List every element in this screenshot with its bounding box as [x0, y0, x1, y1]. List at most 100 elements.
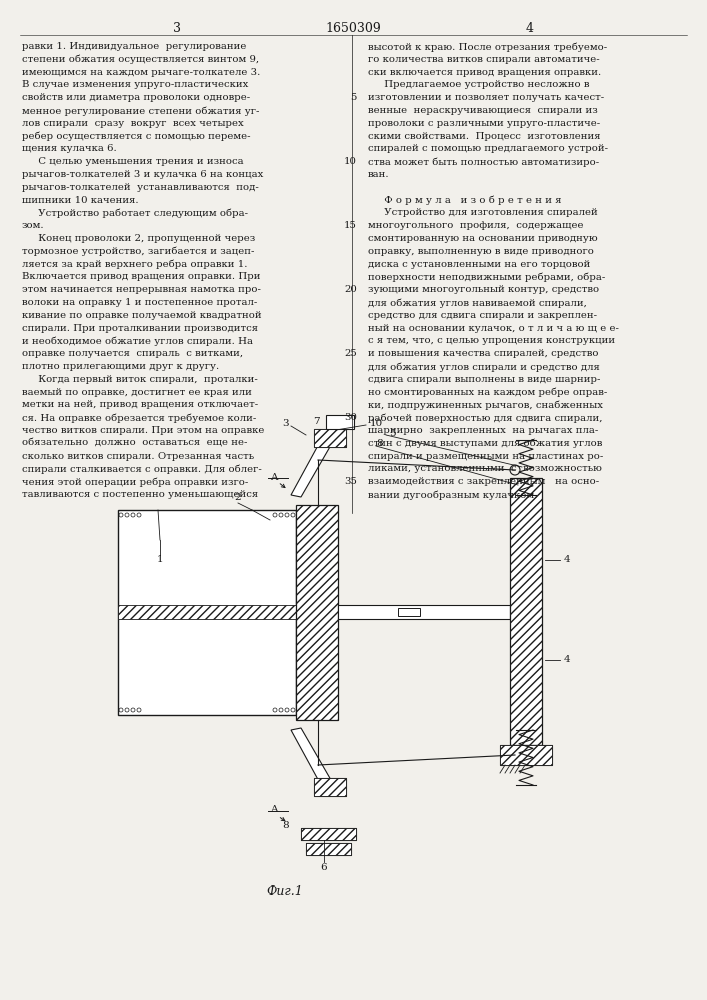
Text: менное регулирование степени обжатия уг-: менное регулирование степени обжатия уг- [22, 106, 259, 115]
Text: оправке получается  спираль  с витками,: оправке получается спираль с витками, [22, 349, 243, 358]
Bar [301, 828, 356, 840]
Bar [296, 505, 338, 720]
Bar [326, 415, 354, 429]
Text: и необходимое обжатие углов спирали. На: и необходимое обжатие углов спирали. На [22, 336, 253, 346]
Bar [314, 429, 346, 447]
Text: ляется за край верхнего ребра оправки 1.: ляется за край верхнего ребра оправки 1. [22, 260, 247, 269]
Bar [500, 745, 552, 765]
Bar [314, 429, 346, 447]
Text: A: A [270, 806, 278, 814]
Text: но смонтированных на каждом ребре оправ-: но смонтированных на каждом ребре оправ- [368, 388, 607, 397]
Text: 30: 30 [344, 413, 357, 422]
Text: 4: 4 [526, 22, 534, 35]
Polygon shape [291, 440, 331, 497]
Text: 25: 25 [344, 349, 357, 358]
Text: тормозное устройство, загибается и зацеп-: тормозное устройство, загибается и зацеп… [22, 247, 255, 256]
Text: Ф о р м у л а   и з о б р е т е н и я: Ф о р м у л а и з о б р е т е н и я [368, 196, 561, 205]
Text: Фиг.1: Фиг.1 [267, 885, 303, 898]
Text: тавливаются с постепенно уменьшающейся: тавливаются с постепенно уменьшающейся [22, 490, 258, 499]
Text: для обжатия углов спирали и средство для: для обжатия углов спирали и средство для [368, 362, 600, 371]
Text: 35: 35 [344, 477, 357, 486]
Text: 7: 7 [312, 416, 320, 426]
Text: плотно прилегающими друг к другу.: плотно прилегающими друг к другу. [22, 362, 219, 371]
Text: С целью уменьшения трения и износа: С целью уменьшения трения и износа [22, 157, 244, 166]
Text: зом.: зом. [22, 221, 45, 230]
Text: 1650309: 1650309 [325, 22, 381, 35]
Text: диска с установленными на его торцовой: диска с установленными на его торцовой [368, 260, 590, 269]
Text: Предлагаемое устройство несложно в: Предлагаемое устройство несложно в [368, 80, 590, 89]
Bar [118, 605, 296, 619]
Text: спирали сталкивается с оправки. Для облег-: спирали сталкивается с оправки. Для обле… [22, 464, 262, 474]
Bar [398, 608, 420, 616]
Text: A: A [270, 473, 278, 482]
Text: смонтированную на основании приводную: смонтированную на основании приводную [368, 234, 597, 243]
Text: В случае изменения упруго-пластических: В случае изменения упруго-пластических [22, 80, 248, 89]
Text: 4: 4 [563, 656, 571, 664]
Polygon shape [291, 728, 331, 785]
Text: высотой к краю. После отрезания требуемо-: высотой к краю. После отрезания требуемо… [368, 42, 607, 51]
Text: Устройство работает следующим обра-: Устройство работает следующим обра- [22, 208, 248, 218]
Text: имеющимся на каждом рычаге-толкателе 3.: имеющимся на каждом рычаге-толкателе 3. [22, 68, 260, 77]
Text: поверхности неподвижными ребрами, обра-: поверхности неподвижными ребрами, обра- [368, 272, 605, 282]
Text: 15: 15 [344, 221, 357, 230]
Text: спирали. При проталкивании производится: спирали. При проталкивании производится [22, 324, 258, 333]
Bar [510, 478, 542, 745]
Text: ваемый по оправке, достигнет ее края или: ваемый по оправке, достигнет ее края или [22, 388, 252, 397]
Text: ки, подпружиненных рычагов, снабженных: ки, подпружиненных рычагов, снабженных [368, 400, 603, 410]
Text: ся. На оправке обрезается требуемое коли-: ся. На оправке обрезается требуемое коли… [22, 413, 256, 423]
Text: равки 1. Индивидуальное  регулирование: равки 1. Индивидуальное регулирование [22, 42, 246, 51]
Text: Устройство для изготовления спиралей: Устройство для изготовления спиралей [368, 208, 597, 217]
Text: шипники 10 качения.: шипники 10 качения. [22, 196, 139, 205]
Text: 6: 6 [321, 863, 327, 872]
Text: ликами, установленными  с  возможностью: ликами, установленными с возможностью [368, 464, 602, 473]
Text: вании дугообразным кулачком.: вании дугообразным кулачком. [368, 490, 537, 499]
Bar [118, 510, 296, 715]
Text: сдвига спирали выполнены в виде шарнир-: сдвига спирали выполнены в виде шарнир- [368, 375, 600, 384]
Text: 10: 10 [344, 157, 357, 166]
Bar [338, 605, 510, 619]
Text: 4: 4 [563, 556, 571, 564]
Text: многоугольного  профиля,  содержащее: многоугольного профиля, содержащее [368, 221, 583, 230]
Text: стин с двумя выступами для обжатия углов: стин с двумя выступами для обжатия углов [368, 439, 602, 448]
Text: чения этой операции ребра оправки изго-: чения этой операции ребра оправки изго- [22, 477, 248, 487]
Text: с я тем, что, с целью упрощения конструкции: с я тем, что, с целью упрощения конструк… [368, 336, 615, 345]
Text: средство для сдвига спирали и закреплен-: средство для сдвига спирали и закреплен- [368, 311, 597, 320]
Text: метки на ней, привод вращения отключает-: метки на ней, привод вращения отключает- [22, 400, 258, 409]
Text: щения кулачка 6.: щения кулачка 6. [22, 144, 117, 153]
Text: ван.: ван. [368, 170, 390, 179]
Text: 1: 1 [157, 556, 163, 564]
Text: Когда первый виток спирали,  проталки-: Когда первый виток спирали, проталки- [22, 375, 258, 384]
Text: 3: 3 [173, 22, 181, 35]
Text: свойств или диаметра проволоки одновре-: свойств или диаметра проволоки одновре- [22, 93, 250, 102]
Text: ребер осуществляется с помощью переме-: ребер осуществляется с помощью переме- [22, 132, 250, 141]
Text: чество витков спирали. При этом на оправке: чество витков спирали. При этом на оправ… [22, 426, 264, 435]
Text: изготовлении и позволяет получать качест-: изготовлении и позволяет получать качест… [368, 93, 604, 102]
Bar [306, 843, 351, 855]
Bar [314, 778, 346, 796]
Text: рычагов-толкателей 3 и кулачка 6 на концах: рычагов-толкателей 3 и кулачка 6 на конц… [22, 170, 264, 179]
Bar [301, 828, 356, 840]
Text: Конец проволоки 2, пропущенной через: Конец проволоки 2, пропущенной через [22, 234, 255, 243]
Text: венные  нераскручивающиеся  спирали из: венные нераскручивающиеся спирали из [368, 106, 597, 115]
Text: го количества витков спирали автоматиче-: го количества витков спирали автоматиче- [368, 55, 600, 64]
Text: 8: 8 [283, 822, 289, 830]
Text: Включается привод вращения оправки. При: Включается привод вращения оправки. При [22, 272, 260, 281]
Text: шарнирно  закрепленных  на рычагах пла-: шарнирно закрепленных на рычагах пла- [368, 426, 598, 435]
Text: 20: 20 [344, 285, 357, 294]
Text: проволоки с различными упруго-пластиче-: проволоки с различными упруго-пластиче- [368, 119, 600, 128]
Text: обязательно  должно  оставаться  еще не-: обязательно должно оставаться еще не- [22, 439, 247, 448]
Text: рычагов-толкателей  устанавливаются  под-: рычагов-толкателей устанавливаются под- [22, 183, 259, 192]
Text: ный на основании кулачок, о т л и ч а ю щ е е-: ный на основании кулачок, о т л и ч а ю … [368, 324, 619, 333]
Bar [314, 778, 346, 796]
Text: взаимодействия с закрепленным   на осно-: взаимодействия с закрепленным на осно- [368, 477, 599, 486]
Bar [306, 843, 351, 855]
Text: этом начинается непрерывная намотка про-: этом начинается непрерывная намотка про- [22, 285, 261, 294]
Text: 5: 5 [389, 428, 395, 438]
Text: кивание по оправке получаемой квадратной: кивание по оправке получаемой квадратной [22, 311, 262, 320]
Text: 5: 5 [351, 93, 357, 102]
Bar [500, 745, 552, 765]
Text: 2: 2 [235, 493, 241, 502]
Text: 3: 3 [283, 418, 289, 428]
Text: волоки на оправку 1 и постепенное протал-: волоки на оправку 1 и постепенное протал… [22, 298, 257, 307]
Text: спирали и размещенными на пластинах ро-: спирали и размещенными на пластинах ро- [368, 452, 603, 461]
